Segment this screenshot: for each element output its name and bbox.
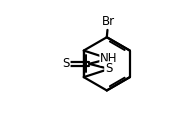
Text: S: S [105, 62, 113, 75]
Text: S: S [62, 57, 69, 70]
Text: NH: NH [100, 52, 118, 65]
Text: Br: Br [102, 15, 115, 28]
